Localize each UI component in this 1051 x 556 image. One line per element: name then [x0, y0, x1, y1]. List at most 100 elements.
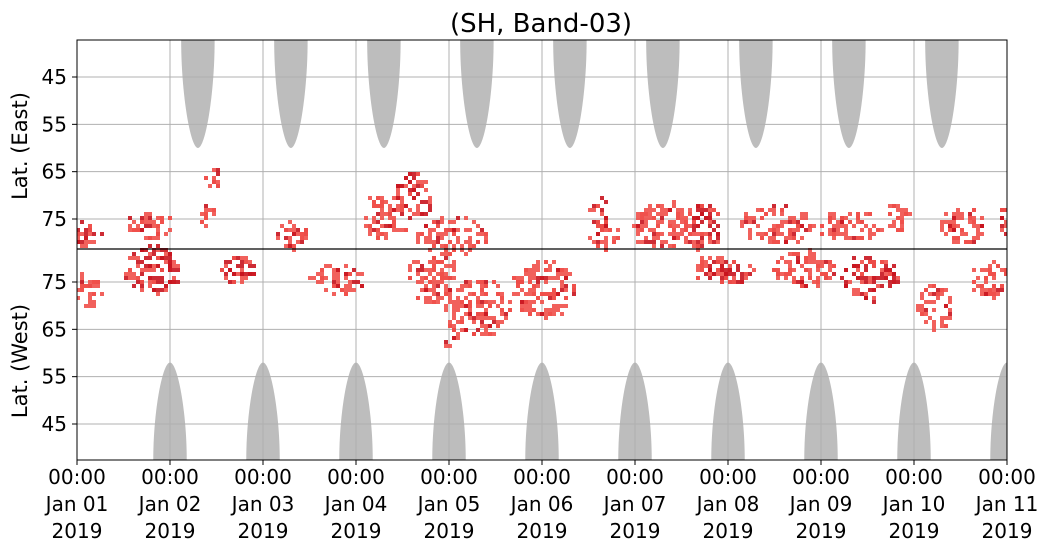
y-axis-label-west: Lat. (West): [8, 304, 32, 418]
activity-cell: [760, 236, 764, 240]
activity-cell: [836, 228, 840, 232]
activity-cell: [844, 224, 848, 228]
activity-cell: [792, 216, 796, 220]
activity-cell: [77, 240, 80, 244]
activity-cell: [872, 300, 876, 304]
activity-cell: [920, 312, 924, 316]
activity-cell: [124, 272, 128, 276]
activity-cell: [536, 264, 540, 268]
activity-cell: [700, 264, 704, 268]
x-tick-label: 2019: [982, 519, 1033, 543]
activity-cell: [852, 264, 856, 268]
activity-cell: [860, 228, 864, 232]
activity-cell: [464, 304, 468, 308]
activity-cell: [696, 232, 700, 236]
activity-cell: [336, 276, 340, 280]
activity-cell: [612, 240, 616, 244]
activity-cell: [148, 220, 152, 224]
activity-cell: [392, 224, 396, 228]
activity-cell: [420, 212, 424, 216]
activity-cell: [872, 280, 876, 284]
activity-cell: [324, 276, 328, 280]
activity-cell: [68, 236, 72, 240]
night-mask-east: [367, 40, 401, 148]
activity-cell: [880, 260, 884, 264]
activity-cell: [428, 268, 432, 272]
activity-cell: [604, 240, 608, 244]
activity-cell: [944, 288, 948, 292]
activity-cell: [408, 276, 412, 280]
activity-cell: [832, 228, 836, 232]
activity-cell: [832, 236, 836, 240]
activity-cell: [940, 316, 944, 320]
activity-cell: [460, 316, 464, 320]
activity-cell: [284, 228, 288, 232]
activity-cell: [320, 268, 324, 272]
activity-cell: [392, 216, 396, 220]
activity-cell: [856, 236, 860, 240]
activity-cell: [152, 248, 156, 252]
activity-cell: [436, 300, 440, 304]
activity-cell: [476, 240, 480, 244]
activity-cell: [556, 276, 560, 280]
activity-cell: [860, 260, 864, 264]
activity-cell: [960, 232, 964, 236]
activity-cell: [380, 200, 384, 204]
activity-cell: [160, 248, 164, 252]
activity-cell: [364, 224, 368, 228]
activity-cell: [736, 264, 740, 268]
activity-cell: [448, 324, 452, 328]
activity-cell: [792, 228, 796, 232]
activity-cell: [164, 260, 168, 264]
activity-cell: [144, 236, 148, 240]
activity-cell: [152, 236, 156, 240]
activity-cell: [84, 240, 88, 244]
activity-cell: [148, 236, 152, 240]
activity-cell: [484, 284, 488, 288]
activity-cell: [688, 208, 692, 212]
x-tick-label: 2019: [703, 519, 754, 543]
activity-cell: [452, 276, 456, 280]
x-tick-label: 2019: [424, 519, 475, 543]
activity-cell: [516, 276, 520, 280]
activity-cell: [856, 268, 860, 272]
activity-cell: [476, 328, 480, 332]
activity-cell: [284, 236, 288, 240]
activity-cell: [668, 232, 672, 236]
activity-cell: [816, 276, 820, 280]
activity-cell: [552, 288, 556, 292]
activity-cell: [212, 168, 216, 172]
activity-cell: [868, 228, 872, 232]
activity-cell: [680, 232, 684, 236]
activity-cell: [952, 228, 956, 232]
activity-cell: [720, 268, 724, 272]
activity-cell: [340, 288, 344, 292]
activity-cell: [440, 280, 444, 284]
activity-cell: [864, 212, 868, 216]
activity-cell: [796, 228, 800, 232]
activity-cell: [496, 284, 500, 288]
activity-cell: [428, 208, 432, 212]
chart-title: (SH, Band-03): [450, 9, 632, 39]
activity-cell: [588, 208, 592, 212]
activity-cell: [896, 280, 900, 284]
activity-cell: [140, 288, 144, 292]
activity-cell: [436, 232, 440, 236]
activity-cell: [472, 220, 476, 224]
activity-cell: [92, 232, 96, 236]
activity-cell: [920, 304, 924, 308]
activity-cell: [864, 296, 868, 300]
activity-cell: [164, 288, 168, 292]
activity-cell: [344, 276, 348, 280]
activity-cell: [240, 268, 244, 272]
activity-cell: [540, 300, 544, 304]
activity-cell: [444, 308, 448, 312]
activity-cell: [460, 248, 464, 252]
activity-cell: [800, 224, 804, 228]
activity-cell: [380, 224, 384, 228]
activity-cell: [804, 284, 808, 288]
activity-cell: [152, 264, 156, 268]
activity-cell: [740, 280, 744, 284]
activity-cell: [212, 176, 216, 180]
activity-cell: [636, 240, 640, 244]
